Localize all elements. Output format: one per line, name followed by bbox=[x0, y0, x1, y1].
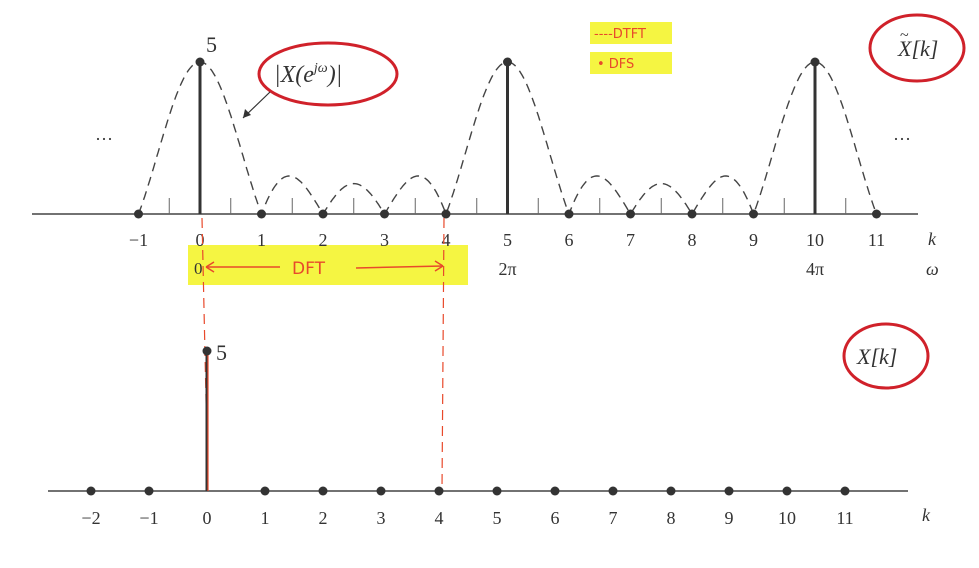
top-k-tick-labels: −1 0 1 2 3 4 5 6 7 8 9 10 11 bbox=[129, 230, 885, 250]
top-k-tick-label: 7 bbox=[626, 230, 635, 250]
bottom-dft-point bbox=[202, 346, 212, 356]
top-stems bbox=[198, 62, 817, 214]
bottom-dft-point bbox=[666, 486, 676, 496]
top-k-tick-label: 8 bbox=[688, 230, 697, 250]
bottom-k-tick-label: 7 bbox=[609, 508, 618, 528]
top-k-tick-label: 5 bbox=[503, 230, 512, 250]
bottom-dft-point bbox=[318, 486, 328, 496]
dtft-magnitude-label: |X(ejω)| bbox=[274, 61, 342, 88]
ellipsis-left: ··· bbox=[95, 129, 113, 149]
bottom-k-tick-label: 6 bbox=[551, 508, 560, 528]
top-k-tick-label: 10 bbox=[806, 230, 824, 250]
bottom-dft-point bbox=[86, 486, 96, 496]
top-k-tick-label: −1 bbox=[129, 230, 148, 250]
connector-k4 bbox=[441, 217, 445, 491]
bottom-stem-value-label: 5 bbox=[216, 340, 227, 365]
top-dfs-point bbox=[749, 209, 758, 219]
dft-arrow-right-head-icon bbox=[434, 260, 444, 272]
dft-range-start: 0 bbox=[194, 259, 203, 278]
top-k-tick-label: 2 bbox=[319, 230, 328, 250]
bottom-k-tick-label: −1 bbox=[139, 508, 158, 528]
omega-tick-label: 2π bbox=[498, 259, 516, 279]
bottom-k-tick-label: 4 bbox=[435, 508, 444, 528]
top-dfs-points bbox=[134, 57, 881, 219]
omega-tick-labels: 2π 4π bbox=[498, 259, 824, 279]
legend-dfs: • DFS bbox=[597, 57, 634, 72]
top-dfs-point bbox=[872, 209, 881, 219]
top-k-tick-label: 4 bbox=[442, 230, 451, 250]
bottom-k-tick-label: 10 bbox=[778, 508, 796, 528]
dft-arrow-right bbox=[355, 265, 444, 269]
dfs-title-tilde: ~ bbox=[900, 27, 909, 44]
top-dfs-point bbox=[318, 209, 328, 219]
top-dfs-point bbox=[380, 209, 389, 219]
top-dfs-point bbox=[503, 57, 512, 67]
top-k-tick-label: 3 bbox=[380, 230, 389, 250]
bottom-dft-point bbox=[724, 486, 734, 496]
top-dfs-point bbox=[257, 209, 266, 219]
top-dfs-point bbox=[810, 57, 820, 67]
bottom-k-tick-labels: −2 −1 0 1 2 3 4 5 6 7 8 9 10 11 bbox=[81, 508, 853, 528]
top-minor-ticks bbox=[168, 198, 847, 214]
dfs-title-circle bbox=[868, 13, 966, 83]
omega-axis-label: ω bbox=[926, 259, 939, 279]
dft-title: X[k] bbox=[856, 344, 897, 369]
top-dfs-point bbox=[687, 209, 697, 219]
dft-range-label: DFT bbox=[292, 259, 326, 279]
bottom-dft-point bbox=[782, 486, 792, 496]
highlight-legend-dfs bbox=[590, 52, 672, 74]
top-stem-value-label: 5 bbox=[206, 32, 217, 57]
top-dfs-point bbox=[195, 57, 205, 67]
bottom-k-tick-label: 2 bbox=[319, 508, 328, 528]
ellipsis-right: ··· bbox=[893, 129, 911, 149]
dfs-title: X[k] bbox=[897, 36, 938, 61]
bottom-stems bbox=[205, 351, 209, 491]
bottom-k-tick-label: 1 bbox=[261, 508, 270, 528]
bottom-k-tick-label: 0 bbox=[203, 508, 212, 528]
bottom-dft-point bbox=[550, 486, 560, 496]
top-k-tick-label: 9 bbox=[749, 230, 758, 250]
top-dfs-point bbox=[134, 209, 143, 219]
highlight-dft-range bbox=[188, 245, 468, 285]
bottom-k-axis-label: k bbox=[922, 505, 931, 525]
top-k-tick-label: 0 bbox=[196, 230, 205, 250]
bottom-k-tick-label: 9 bbox=[725, 508, 734, 528]
highlight-legend-dtft bbox=[590, 22, 672, 44]
dft-arrow-left-head-icon bbox=[205, 261, 215, 273]
top-k-axis-label: k bbox=[928, 229, 937, 249]
top-dfs-point bbox=[441, 209, 451, 219]
bottom-k-tick-label: 5 bbox=[493, 508, 502, 528]
top-k-tick-label: 11 bbox=[868, 230, 885, 250]
dtft-pointer-arrowhead-icon bbox=[243, 109, 251, 118]
bottom-dft-point bbox=[144, 486, 154, 496]
legend-dtft: ----DTFT bbox=[594, 27, 646, 42]
bottom-k-tick-label: 11 bbox=[836, 508, 853, 528]
top-k-tick-label: 1 bbox=[257, 230, 266, 250]
bottom-k-tick-label: 8 bbox=[667, 508, 676, 528]
dtft-label-circle bbox=[257, 41, 399, 107]
bottom-dft-point bbox=[376, 486, 386, 496]
bottom-dft-point bbox=[840, 486, 850, 496]
bottom-dft-point bbox=[434, 486, 444, 496]
bottom-dft-point bbox=[608, 486, 618, 496]
top-dfs-point bbox=[564, 209, 574, 219]
bottom-dft-point bbox=[492, 486, 502, 496]
top-dfs-point bbox=[626, 209, 635, 219]
omega-tick-label: 4π bbox=[806, 259, 824, 279]
bottom-dft-points bbox=[86, 346, 850, 496]
top-k-tick-label: 6 bbox=[565, 230, 574, 250]
bottom-k-tick-label: 3 bbox=[377, 508, 386, 528]
dft-title-circle bbox=[842, 322, 930, 390]
bottom-dft-point bbox=[260, 486, 270, 496]
bottom-k-tick-label: −2 bbox=[81, 508, 100, 528]
